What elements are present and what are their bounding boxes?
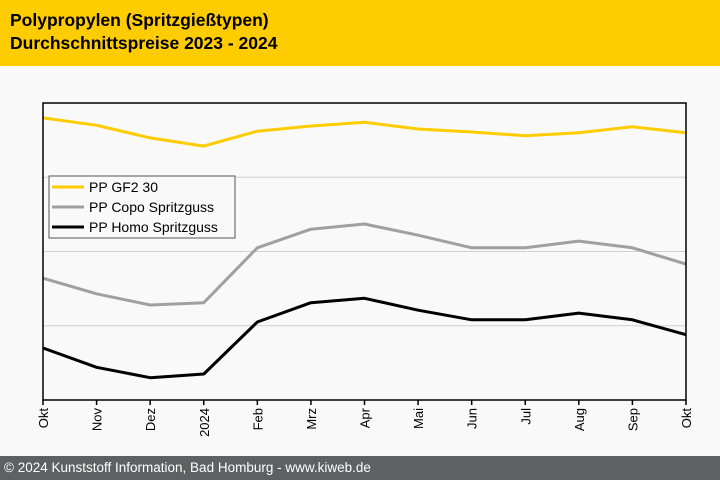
x-tick-label: Jun xyxy=(465,408,480,429)
copyright-footer: © 2024 Kunststoff Information, Bad Hombu… xyxy=(0,456,720,480)
x-tick-label: Apr xyxy=(358,407,373,428)
chart-subtitle: Durchschnittspreise 2023 - 2024 xyxy=(10,33,278,53)
legend-label: PP Copo Spritzguss xyxy=(89,199,214,215)
x-tick-label: Feb xyxy=(250,408,265,430)
x-axis: Okt Nov Dez 2024 Feb Mrz Apr Mai Jun Jul Aug Sep Okt xyxy=(36,400,694,437)
chart-header: Polypropylen (Spritzgießtypen) Durchschn… xyxy=(0,0,720,66)
x-tick-label: Okt xyxy=(36,408,51,429)
legend-label: PP Homo Spritzguss xyxy=(89,219,218,235)
copyright-text: © 2024 Kunststoff Information, Bad Hombu… xyxy=(4,460,371,475)
x-tick-label: Nov xyxy=(90,408,105,432)
x-tick-label: Jul xyxy=(518,408,533,425)
x-tick-label: Sep xyxy=(625,408,640,431)
legend: PP GF2 30 PP Copo Spritzguss PP Homo Sprit… xyxy=(48,175,236,239)
x-tick-label: Okt xyxy=(679,408,694,429)
x-tick-label: 2024 xyxy=(197,408,212,437)
series-line-pp-gf2-30 xyxy=(42,116,687,148)
price-line-chart: Okt Nov Dez 2024 Feb Mrz Apr Mai Jun Jul Aug Sep Okt… xyxy=(36,102,694,437)
x-tick-label: Dez xyxy=(143,408,158,431)
series-lines xyxy=(42,116,687,380)
x-tick-label: Mai xyxy=(411,408,426,429)
x-tick-label: Mrz xyxy=(304,408,319,430)
x-tick-label: Aug xyxy=(572,408,587,431)
series-line-pp-homo-spritzguss xyxy=(42,296,687,380)
legend-label: PP GF2 30 xyxy=(89,179,158,195)
chart-title: Polypropylen (Spritzgießtypen) xyxy=(10,10,269,30)
